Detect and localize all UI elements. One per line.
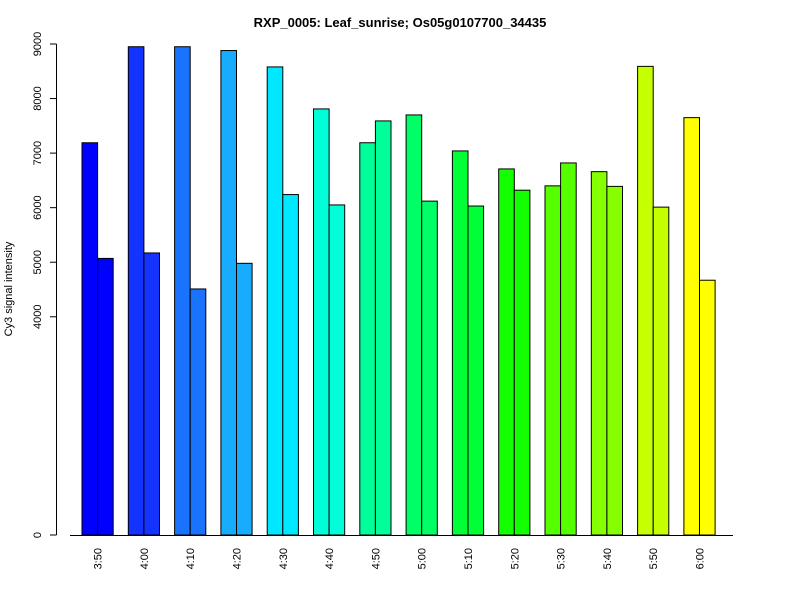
x-tick-label: 4:40 (324, 548, 336, 569)
bar-530-2 (560, 162, 577, 536)
y-tick-label: 4000 (32, 305, 44, 329)
y-tick-label: 0 (32, 532, 44, 538)
bar-510-2 (467, 205, 485, 536)
bar-410-2 (189, 288, 207, 536)
bar-400-2 (143, 252, 160, 536)
y-axis: 0 4000 5000 6000 7000 8000 9000 (32, 32, 57, 538)
y-tick-label: 5000 (32, 250, 44, 274)
x-tick-label: 3:50 (93, 548, 105, 569)
chart-title: RXP_0005: Leaf_sunrise; Os05g0107700_344… (254, 15, 547, 30)
x-tick-label: 4:00 (139, 548, 151, 569)
bar-440-1 (313, 108, 330, 536)
bar-430-1 (266, 66, 284, 536)
bar-400-1 (127, 46, 145, 536)
bar-430-2 (282, 194, 299, 536)
bar-540-2 (606, 185, 624, 536)
bar-410-1 (174, 46, 191, 536)
bar-420-2 (236, 262, 253, 536)
y-tick-label: 8000 (32, 86, 44, 110)
bar-500-2 (421, 200, 438, 536)
x-tick-label: 5:10 (463, 548, 475, 569)
bar-450-2 (374, 120, 392, 536)
bar-540-1 (590, 171, 608, 536)
x-tick-label: 4:30 (278, 548, 290, 569)
bar-350-2 (97, 257, 114, 536)
y-tick-label: 9000 (32, 32, 44, 56)
bar-600-1 (683, 117, 701, 536)
bar-600-2 (699, 279, 716, 536)
y-tick-label: 6000 (32, 195, 44, 219)
x-axis: 3:50 4:00 4:10 4:20 4:30 4:40 4:50 5:00 5:10 5:20… (93, 548, 707, 569)
bar-550-1 (637, 65, 654, 536)
bar-420-1 (220, 50, 237, 536)
x-tick-label: 5:30 (556, 548, 568, 569)
bar-550-2 (652, 206, 670, 536)
x-tick-label: 5:50 (648, 548, 660, 569)
bar-350-1 (81, 142, 99, 536)
bar-510-1 (451, 150, 469, 536)
y-tick-label: 7000 (32, 141, 44, 165)
bar-440-2 (328, 204, 346, 536)
x-tick-label: 5:00 (417, 548, 429, 569)
bar-450-1 (359, 142, 376, 536)
x-tick-label: 6:00 (695, 548, 707, 569)
plot-area (70, 46, 733, 536)
x-tick-label: 4:20 (232, 548, 244, 569)
bar-530-1 (544, 185, 562, 536)
bar-520-2 (513, 189, 531, 536)
bar-520-1 (498, 168, 515, 536)
x-tick-label: 5:40 (602, 548, 614, 569)
x-tick-label: 4:10 (185, 548, 197, 569)
x-tick-label: 5:20 (509, 548, 521, 569)
x-tick-label: 4:50 (370, 548, 382, 569)
bar-500-1 (405, 114, 423, 536)
y-axis-label: Cy3 signal intensity (3, 241, 15, 336)
